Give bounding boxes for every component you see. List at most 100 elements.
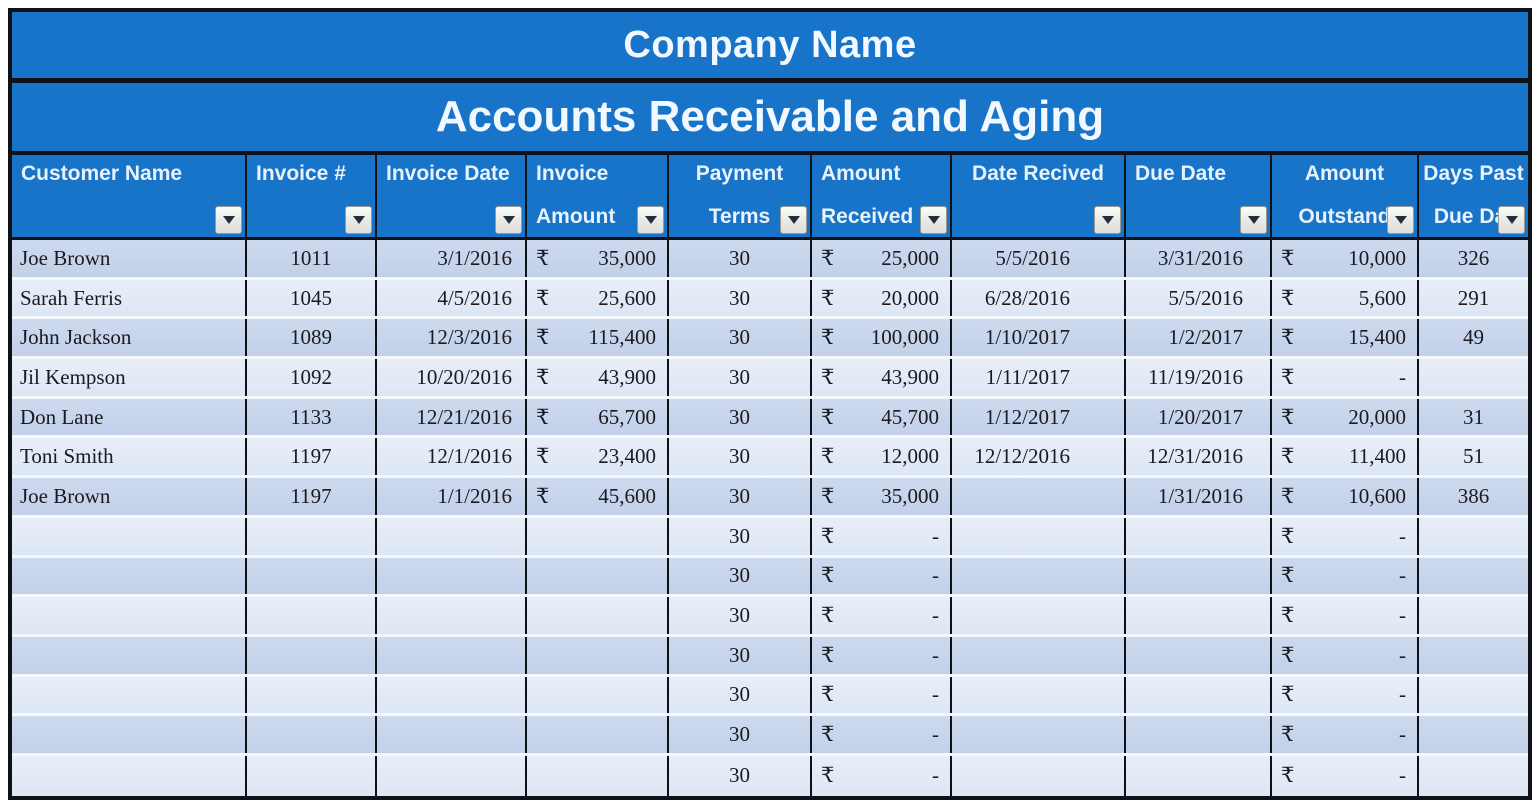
cell-due-date[interactable]	[1126, 597, 1272, 634]
cell-amount-outstanding[interactable]: ₹ -	[1272, 597, 1419, 634]
cell-payment-terms[interactable]: 30	[669, 716, 812, 753]
cell-days-past-due-date[interactable]	[1419, 597, 1528, 634]
cell-customer-name[interactable]: Don Lane	[12, 398, 247, 436]
cell-payment-terms[interactable]: 30	[669, 755, 812, 796]
cell-amount-received[interactable]: ₹ -	[812, 517, 952, 555]
cell-amount-received[interactable]: ₹ -	[812, 597, 952, 634]
cell-invoice-amount[interactable]	[527, 716, 669, 753]
cell-days-past-due-date[interactable]: 386	[1419, 478, 1528, 515]
cell-invoice-date[interactable]: 12/1/2016	[377, 438, 527, 476]
filter-button-payment-terms[interactable]	[780, 206, 807, 234]
cell-amount-outstanding[interactable]: ₹ -	[1272, 755, 1419, 796]
cell-amount-outstanding[interactable]: ₹10,000	[1272, 240, 1419, 277]
cell-amount-received[interactable]: ₹ -	[812, 755, 952, 796]
filter-button-due-date[interactable]	[1240, 206, 1267, 234]
cell-payment-terms[interactable]: 30	[669, 597, 812, 634]
cell-amount-outstanding[interactable]: ₹ -	[1272, 676, 1419, 714]
cell-days-past-due-date[interactable]	[1419, 518, 1528, 555]
cell-amount-outstanding[interactable]: ₹ -	[1272, 636, 1419, 674]
filter-button-date-recived[interactable]	[1094, 206, 1121, 234]
cell-payment-terms[interactable]: 30	[669, 438, 812, 476]
cell-due-date[interactable]	[1126, 636, 1272, 674]
cell-amount-received[interactable]: ₹ -	[812, 716, 952, 753]
cell-invoice-number[interactable]	[247, 755, 377, 796]
cell-invoice-date[interactable]: 1/1/2016	[377, 478, 527, 515]
cell-due-date[interactable]: 12/31/2016	[1126, 438, 1272, 476]
cell-due-date[interactable]: 11/19/2016	[1126, 359, 1272, 396]
cell-amount-outstanding[interactable]: ₹10,600	[1272, 478, 1419, 515]
cell-amount-received[interactable]: ₹ -	[812, 557, 952, 595]
cell-date-recived[interactable]	[952, 557, 1126, 595]
cell-amount-outstanding[interactable]: ₹ -	[1272, 359, 1419, 396]
filter-button-customer-name[interactable]	[215, 206, 242, 234]
cell-due-date[interactable]	[1126, 676, 1272, 714]
cell-amount-received[interactable]: ₹12,000	[812, 438, 952, 476]
cell-payment-terms[interactable]: 30	[669, 517, 812, 555]
cell-amount-outstanding[interactable]: ₹15,400	[1272, 319, 1419, 357]
cell-invoice-number[interactable]: 1133	[247, 398, 377, 436]
cell-invoice-number[interactable]	[247, 557, 377, 595]
cell-customer-name[interactable]: John Jackson	[12, 319, 247, 357]
cell-invoice-amount[interactable]: ₹45,600	[527, 478, 669, 515]
cell-invoice-amount[interactable]: ₹25,600	[527, 279, 669, 317]
cell-days-past-due-date[interactable]	[1419, 716, 1528, 753]
cell-due-date[interactable]	[1126, 716, 1272, 753]
cell-customer-name[interactable]: Sarah Ferris	[12, 279, 247, 317]
cell-days-past-due-date[interactable]	[1419, 677, 1528, 714]
cell-date-recived[interactable]	[952, 478, 1126, 515]
cell-invoice-amount[interactable]: ₹23,400	[527, 438, 669, 476]
cell-amount-outstanding[interactable]: ₹ -	[1272, 716, 1419, 753]
cell-customer-name[interactable]	[12, 716, 247, 753]
cell-amount-received[interactable]: ₹100,000	[812, 319, 952, 357]
cell-customer-name[interactable]	[12, 676, 247, 714]
cell-invoice-date[interactable]	[377, 755, 527, 796]
cell-amount-received[interactable]: ₹35,000	[812, 478, 952, 515]
cell-invoice-number[interactable]	[247, 517, 377, 555]
cell-date-recived[interactable]: 1/12/2017	[952, 398, 1126, 436]
cell-due-date[interactable]: 1/2/2017	[1126, 319, 1272, 357]
cell-customer-name[interactable]	[12, 755, 247, 796]
cell-invoice-number[interactable]	[247, 676, 377, 714]
cell-invoice-number[interactable]: 1045	[247, 279, 377, 317]
cell-invoice-amount[interactable]	[527, 597, 669, 634]
cell-days-past-due-date[interactable]	[1419, 637, 1528, 674]
cell-invoice-number[interactable]	[247, 597, 377, 634]
cell-date-recived[interactable]	[952, 755, 1126, 796]
filter-button-invoice-number[interactable]	[345, 206, 372, 234]
cell-date-recived[interactable]	[952, 636, 1126, 674]
cell-invoice-date[interactable]	[377, 557, 527, 595]
cell-amount-received[interactable]: ₹25,000	[812, 240, 952, 277]
cell-customer-name[interactable]: Toni Smith	[12, 438, 247, 476]
cell-invoice-amount[interactable]	[527, 755, 669, 796]
cell-payment-terms[interactable]: 30	[669, 557, 812, 595]
cell-date-recived[interactable]	[952, 676, 1126, 714]
filter-button-amount-received[interactable]	[920, 206, 947, 234]
cell-days-past-due-date[interactable]: 51	[1419, 438, 1528, 475]
cell-invoice-date[interactable]	[377, 517, 527, 555]
cell-customer-name[interactable]	[12, 636, 247, 674]
cell-days-past-due-date[interactable]	[1419, 756, 1528, 796]
cell-invoice-number[interactable]: 1197	[247, 478, 377, 515]
cell-invoice-number[interactable]: 1197	[247, 438, 377, 476]
filter-button-invoice-date[interactable]	[495, 206, 522, 234]
cell-due-date[interactable]	[1126, 755, 1272, 796]
cell-customer-name[interactable]: Jil Kempson	[12, 359, 247, 396]
cell-payment-terms[interactable]: 30	[669, 279, 812, 317]
cell-invoice-number[interactable]: 1092	[247, 359, 377, 396]
cell-days-past-due-date[interactable]: 291	[1419, 280, 1528, 317]
cell-invoice-amount[interactable]: ₹65,700	[527, 398, 669, 436]
cell-invoice-date[interactable]: 4/5/2016	[377, 279, 527, 317]
cell-payment-terms[interactable]: 30	[669, 398, 812, 436]
cell-days-past-due-date[interactable]: 326	[1419, 240, 1528, 277]
cell-amount-received[interactable]: ₹20,000	[812, 279, 952, 317]
cell-payment-terms[interactable]: 30	[669, 359, 812, 396]
cell-amount-outstanding[interactable]: ₹20,000	[1272, 398, 1419, 436]
cell-invoice-date[interactable]: 12/21/2016	[377, 398, 527, 436]
filter-button-days-past-due-date[interactable]	[1498, 206, 1525, 234]
cell-amount-received[interactable]: ₹45,700	[812, 398, 952, 436]
cell-days-past-due-date[interactable]: 49	[1419, 319, 1528, 356]
cell-invoice-date[interactable]	[377, 597, 527, 634]
cell-invoice-amount[interactable]	[527, 676, 669, 714]
cell-amount-outstanding[interactable]: ₹ -	[1272, 517, 1419, 555]
cell-payment-terms[interactable]: 30	[669, 636, 812, 674]
